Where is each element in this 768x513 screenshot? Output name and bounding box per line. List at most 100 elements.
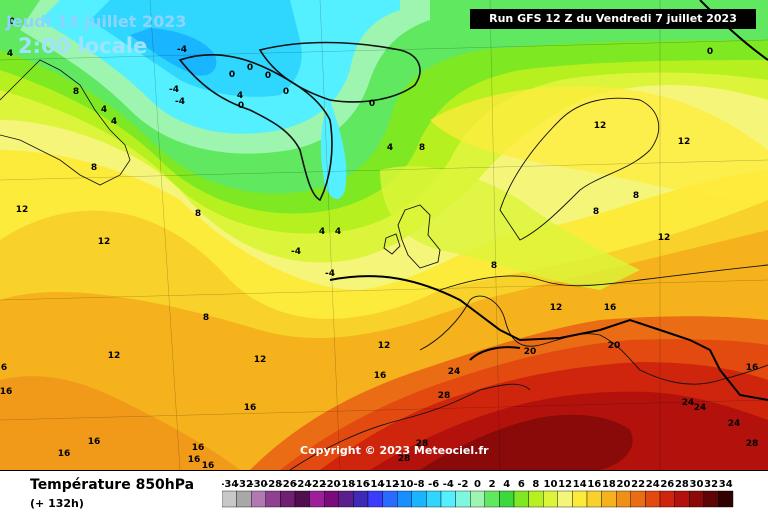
scale-value-label: 32 — [704, 479, 718, 490]
scale-value-label: 14 — [573, 479, 587, 490]
contour-label: 16 — [374, 371, 387, 381]
contour-label: 4 — [101, 105, 107, 115]
scale-swatch — [280, 490, 296, 508]
contour-label: 8 — [203, 313, 209, 323]
contour-label: 24 — [448, 367, 461, 377]
scale-value-label: -2 — [457, 479, 468, 490]
contour-label: -4 — [177, 45, 187, 55]
temperature-map[interactable]: 0 4 -4 -4 -4 0 0 0 4 0 0 0 8 4 4 4 8 8 12 8 12 4 4 -4 -4 8 12 12 12 1… — [0, 0, 768, 470]
contour-label: 4 — [7, 49, 13, 59]
contour-label: 8 — [91, 163, 97, 173]
contour-label: -4 — [291, 247, 301, 257]
contour-label: 0 — [247, 63, 253, 73]
scale-value-label: 12 — [558, 479, 572, 490]
contour-label: 20 — [608, 341, 621, 351]
scale-swatch — [543, 490, 559, 508]
scale-swatch — [338, 490, 354, 508]
scale-swatch — [586, 490, 602, 508]
scale-value-label: 10 — [544, 479, 558, 490]
contour-label: 6 — [1, 363, 7, 373]
contour-label: 8 — [195, 209, 201, 219]
contour-label: 0 — [265, 71, 271, 81]
contour-label: 0 — [9, 17, 15, 27]
scale-swatch — [513, 490, 529, 508]
contour-label: 28 — [416, 439, 429, 449]
contour-label: 12 — [594, 121, 607, 131]
contour-label: 24 — [694, 403, 707, 413]
contour-label: 12 — [658, 233, 671, 243]
scale-swatch — [557, 490, 573, 508]
scale-value-label: -4 — [443, 479, 454, 490]
scale-swatch — [411, 490, 427, 508]
scale-value-label: -16 — [352, 479, 370, 490]
color-scale: -34-32-30-28-26-24-22-20-18-16-14-12-10-… — [222, 479, 734, 508]
scale-value-label: 18 — [602, 479, 616, 490]
scale-value-label: -14 — [366, 479, 384, 490]
contour-label: 28 — [438, 391, 451, 401]
contour-label: 28 — [746, 439, 759, 449]
scale-value-label: 0 — [474, 479, 481, 490]
contour-label: 24 — [682, 398, 695, 408]
scale-swatch — [528, 490, 544, 508]
copyright-notice: Copyright © 2023 Meteociel.fr — [300, 444, 489, 457]
scale-value-label: 26 — [660, 479, 674, 490]
contour-label: 12 — [98, 237, 111, 247]
contour-label: 24 — [728, 419, 741, 429]
scale-swatch — [616, 490, 632, 508]
scale-swatch — [499, 490, 515, 508]
scale-value-label: 8 — [532, 479, 539, 490]
scale-value-label: 2 — [489, 479, 496, 490]
contour-label: 16 — [192, 443, 205, 453]
scale-swatch — [382, 490, 398, 508]
contour-label: -4 — [325, 269, 335, 279]
contour-label: 8 — [73, 87, 79, 97]
contour-label: 12 — [108, 351, 121, 361]
scale-swatch — [630, 490, 646, 508]
scale-value-label: -10 — [395, 479, 413, 490]
product-title: Température 850hPa — [30, 477, 195, 493]
contour-label: -4 — [169, 85, 179, 95]
scale-value-label: -22 — [308, 479, 326, 490]
contour-label: 16 — [746, 363, 759, 373]
scale-value-label: 22 — [631, 479, 645, 490]
contour-label: 0 — [238, 101, 244, 111]
scale-swatch — [323, 490, 339, 508]
contour-label: 4 — [111, 117, 117, 127]
contour-label: 4 — [387, 143, 393, 153]
contour-label: 0 — [229, 70, 235, 80]
scale-value-label: -24 — [293, 479, 311, 490]
scale-swatch — [222, 490, 237, 508]
forecast-date: Jeudi 13 juillet 2023 — [6, 12, 187, 31]
scale-swatch — [484, 490, 500, 508]
scale-swatch — [601, 490, 617, 508]
scale-swatch — [572, 490, 588, 508]
scale-swatch — [294, 490, 310, 508]
scale-value-label: -20 — [322, 479, 340, 490]
contour-label: 16 — [244, 403, 257, 413]
contour-label: 8 — [593, 207, 599, 217]
contour-label: 4 — [319, 227, 325, 237]
contour-label: 20 — [524, 347, 537, 357]
forecast-time: 2:00 locale — [18, 34, 148, 58]
scale-swatch — [426, 490, 442, 508]
scale-swatch — [353, 490, 369, 508]
contour-label: 16 — [0, 387, 12, 397]
scale-value-label: 16 — [587, 479, 601, 490]
contour-label: 16 — [188, 455, 201, 465]
product-subtitle: (+ 132h) — [30, 497, 84, 510]
scale-value-label: 24 — [646, 479, 660, 490]
scale-value-label: -28 — [264, 479, 282, 490]
scale-value-label: -26 — [279, 479, 297, 490]
contour-label: 16 — [58, 449, 71, 459]
contour-label: 0 — [707, 47, 713, 57]
scale-swatch — [455, 490, 471, 508]
scale-swatch — [265, 490, 281, 508]
contour-label: 16 — [88, 437, 101, 447]
contour-label: 16 — [604, 303, 617, 313]
contour-label: 12 — [550, 303, 563, 313]
scale-swatch — [718, 490, 734, 508]
scale-swatch — [469, 490, 485, 508]
contour-label: 12 — [16, 205, 29, 215]
